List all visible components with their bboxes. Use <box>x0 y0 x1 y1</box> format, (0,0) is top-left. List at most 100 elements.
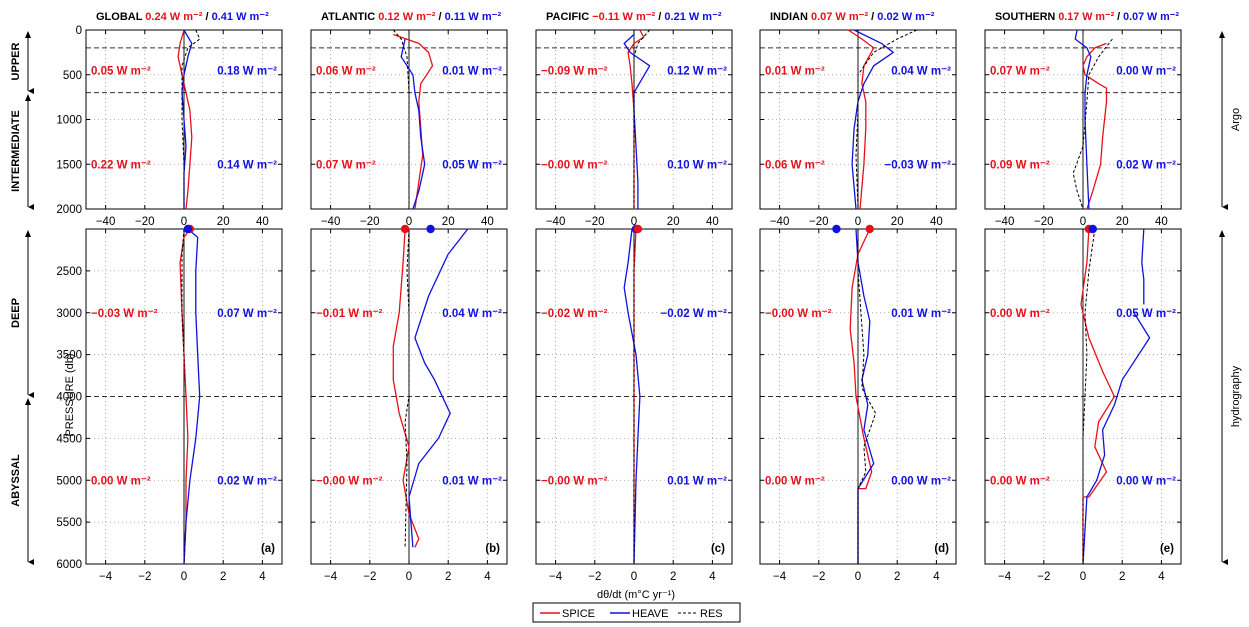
flux-annotation: −0.02 W m⁻² <box>541 308 608 320</box>
southern-top-heave-line <box>1074 29 1092 210</box>
y-tick-label: 0 <box>76 25 82 37</box>
x-tick-label: 40 <box>706 216 719 228</box>
atlantic-blue-marker <box>426 224 435 234</box>
flux-annotation: 0.07 W m⁻² <box>990 65 1050 77</box>
flux-annotation: 0.01 W m⁻² <box>442 475 502 487</box>
indian-red-marker <box>865 224 874 234</box>
panel-pacific: −4 0 −20 0 20 40 −0.09 W m⁻² 0.12 W m⁻² −0.00 W … <box>535 11 733 583</box>
x-tick-label: 20 <box>891 216 904 228</box>
x-tick-label: −40 <box>321 216 341 228</box>
flux-annotation: −0.00 W m⁻² <box>765 308 832 320</box>
flux-annotation: 0.00 W m⁻² <box>91 475 151 487</box>
x-tick-label: −2 <box>812 571 825 583</box>
right-label-bottom: hydrography <box>1230 365 1242 427</box>
flux-annotation: 0.06 W m⁻² <box>316 65 376 77</box>
panel-label: (b) <box>485 543 500 555</box>
legend-label-res: RES <box>700 608 723 620</box>
flux-annotation: 0.12 W m⁻² <box>667 65 727 77</box>
flux-annotation: 0.18 W m⁻² <box>217 65 277 77</box>
flux-annotation: −0.03 W m⁻² <box>885 159 952 171</box>
flux-annotation: 0.10 W m⁻² <box>667 159 727 171</box>
x-tick-label: −20 <box>585 216 605 228</box>
flux-annotation: 0.07 W m⁻² <box>316 159 376 171</box>
flux-annotation: −0.00 W m⁻² <box>316 475 383 487</box>
x-tick-label: 2 <box>220 571 226 583</box>
southern-top-res-line <box>1072 38 1113 210</box>
x-tick-label: 20 <box>667 216 680 228</box>
flux-annotation: 0.01 W m⁻² <box>442 65 502 77</box>
x-tick-label: −40 <box>770 216 790 228</box>
flux-annotation: 0.04 W m⁻² <box>442 308 502 320</box>
global-top-res-line <box>181 29 201 209</box>
x-tick-label: −2 <box>363 571 376 583</box>
pacific-bottom-heave-line <box>623 228 641 565</box>
x-tick-label: 4 <box>259 571 266 583</box>
region-label: DEEP <box>10 298 22 328</box>
x-tick-label: 0 <box>631 571 637 583</box>
legend-label-spice: SPICE <box>562 608 595 620</box>
pacific-top-res-line <box>633 29 651 209</box>
flux-annotation: 0.06 W m⁻² <box>765 159 825 171</box>
x-tick-label: 0 <box>1080 216 1086 228</box>
global-bottom-res-line <box>181 228 185 564</box>
region-arrow-head <box>25 398 31 405</box>
y-tick-label: 2000 <box>56 204 82 216</box>
panel-label: (d) <box>934 543 949 555</box>
x-tick-label: 4 <box>709 571 716 583</box>
x-tick-label: −20 <box>1034 216 1054 228</box>
x-tick-label: −20 <box>135 216 155 228</box>
x-tick-label: 0 <box>406 571 412 583</box>
flux-annotation: 0.00 W m⁻² <box>1116 65 1176 77</box>
atlantic-red-marker <box>400 224 410 234</box>
flux-annotation: 0.09 W m⁻² <box>990 159 1050 171</box>
indian-top-res-line <box>855 29 918 210</box>
x-tick-label: 0 <box>1080 571 1086 583</box>
y-tick-label: 3000 <box>56 308 82 320</box>
panel-label: (a) <box>261 543 275 555</box>
y-tick-label: 1000 <box>56 115 82 127</box>
southern-bottom-res-line <box>1082 228 1096 564</box>
flux-annotation: 0.05 W m⁻² <box>1116 308 1176 320</box>
flux-annotation: −0.03 W m⁻² <box>91 308 158 320</box>
atlantic-bottom-spice-line <box>392 228 420 548</box>
x-tick-label: 4 <box>1158 571 1165 583</box>
flux-annotation: 0.02 W m⁻² <box>217 475 277 487</box>
panel-title: INDIAN 0.07 W m⁻² / 0.02 W m⁻² <box>770 11 935 23</box>
indian-bottom-spice-line <box>849 228 873 564</box>
flux-annotation: −0.00 W m⁻² <box>541 159 608 171</box>
flux-annotation: 0.07 W m⁻² <box>217 308 277 320</box>
atlantic-bottom-res-line <box>404 228 410 548</box>
indian-top-heave-line <box>851 29 894 210</box>
y-tick-label: 6000 <box>56 559 82 571</box>
y-tick-label: 3500 <box>56 350 82 362</box>
flux-annotation: 0.00 W m⁻² <box>891 475 951 487</box>
y-tick-label: 4000 <box>56 392 82 404</box>
x-tick-label: 4 <box>484 571 491 583</box>
x-tick-label: −4 <box>549 571 563 583</box>
x-tick-label: 0 <box>181 571 187 583</box>
global-bottom-heave-line <box>183 228 201 565</box>
right-label-top: Argo <box>1230 108 1242 131</box>
southern-bottom-heave-line <box>1082 312 1151 565</box>
flux-annotation: 0.05 W m⁻² <box>91 65 151 77</box>
panel-title: PACIFIC −0.11 W m⁻² / 0.21 W m⁻² <box>546 11 722 23</box>
flux-annotation: 0.00 W m⁻² <box>990 475 1050 487</box>
region-label: UPPER <box>10 42 22 80</box>
southern-bottom-heave-line <box>1141 228 1145 305</box>
x-tick-label: −2 <box>1037 571 1050 583</box>
legend-label-heave: HEAVE <box>632 608 668 620</box>
y-tick-label: 5500 <box>56 517 82 529</box>
x-tick-label: 0 <box>631 216 637 228</box>
x-tick-label: 4 <box>933 571 940 583</box>
x-tick-label: 40 <box>930 216 943 228</box>
x-tick-label: 0 <box>406 216 412 228</box>
pacific-red-marker <box>633 224 643 234</box>
pacific-top-heave-line <box>623 34 651 209</box>
flux-annotation: 0.01 W m⁻² <box>765 65 825 77</box>
flux-annotation: 0.05 W m⁻² <box>442 159 502 171</box>
x-tick-label: −4 <box>773 571 787 583</box>
flux-annotation: −0.09 W m⁻² <box>541 65 608 77</box>
x-tick-label: −2 <box>588 571 601 583</box>
panel-title: ATLANTIC 0.12 W m⁻² / 0.11 W m⁻² <box>321 11 501 23</box>
